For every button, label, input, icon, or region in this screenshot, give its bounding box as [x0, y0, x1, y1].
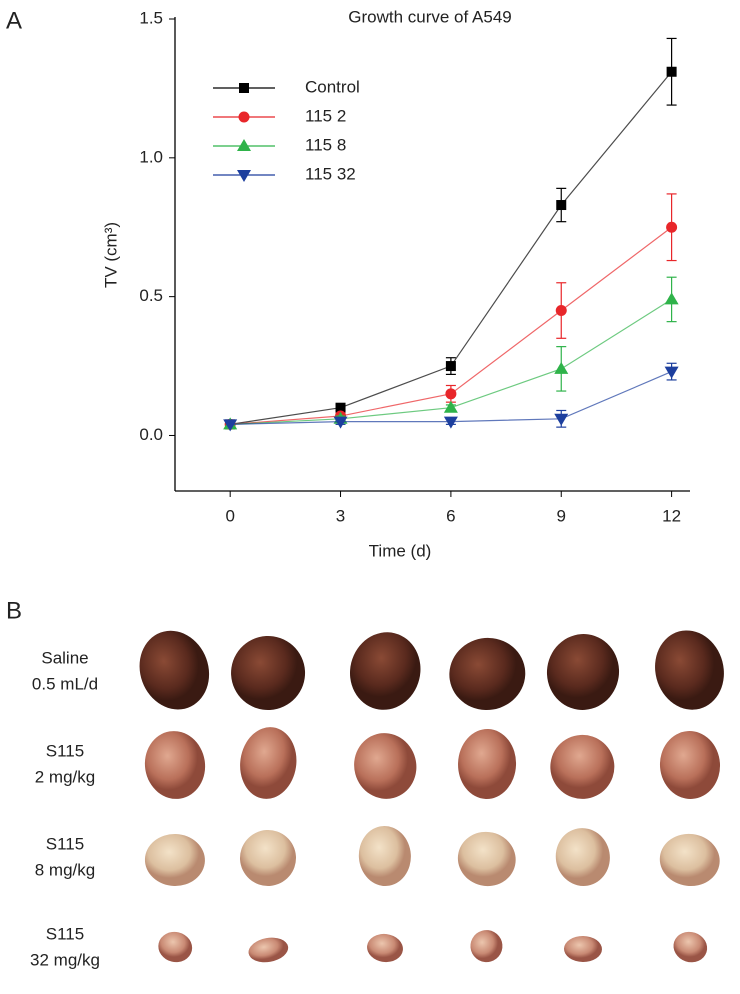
y-tick-label: 0.5 — [139, 286, 163, 305]
marker — [554, 413, 569, 426]
row-label: 2 mg/kg — [35, 767, 95, 786]
marker — [666, 221, 678, 233]
legend-label: Control — [305, 77, 360, 96]
marker — [554, 361, 569, 374]
marker — [443, 416, 458, 429]
marker — [664, 366, 679, 379]
marker — [335, 402, 346, 413]
x-tick-label: 0 — [225, 506, 234, 525]
tumor — [659, 731, 721, 799]
chart-title: Growth curve of A549 — [348, 7, 511, 26]
tumor — [358, 826, 411, 886]
y-tick-label: 1.5 — [139, 8, 163, 27]
x-tick-label: 12 — [662, 506, 681, 525]
marker — [445, 361, 456, 372]
legend-label: 115 2 — [305, 106, 346, 125]
row-label: S115 — [46, 924, 84, 943]
tumor — [563, 935, 602, 963]
row-label: S115 — [46, 741, 84, 760]
x-tick-label: 3 — [336, 506, 345, 525]
tumor — [470, 930, 503, 963]
y-tick-label: 0.0 — [139, 425, 163, 444]
tumor — [349, 632, 421, 710]
tumor — [659, 833, 720, 887]
tumor — [158, 931, 193, 963]
tumor — [550, 734, 615, 799]
tumor — [546, 634, 620, 710]
row-label: 8 mg/kg — [35, 860, 95, 879]
tumor — [231, 635, 306, 710]
tumor — [354, 733, 417, 799]
marker — [333, 416, 348, 429]
x-tick-label: 6 — [446, 506, 455, 525]
tumor — [240, 830, 296, 886]
tumor — [144, 833, 205, 887]
marker — [666, 66, 677, 77]
tumor — [139, 630, 210, 710]
marker — [443, 400, 458, 413]
row-label: 0.5 mL/d — [32, 674, 98, 693]
tumor — [673, 931, 708, 963]
tumor — [248, 937, 289, 963]
marker — [445, 388, 457, 400]
row-label: S115 — [46, 834, 84, 853]
tumor — [240, 727, 297, 799]
legend-marker — [237, 139, 251, 151]
tumor — [144, 731, 206, 799]
tumor — [655, 630, 724, 710]
panel-label: A — [6, 7, 22, 34]
marker — [556, 200, 567, 211]
tumor-photo: Saline 0.5 mL/d S115 2 mg/kg S115 8 mg/kg S115… — [30, 630, 724, 969]
marker — [223, 419, 238, 432]
x-tick-label: 9 — [557, 506, 566, 525]
panel-label: B — [6, 597, 22, 624]
y-tick-label: 1.0 — [139, 147, 163, 166]
legend-label: 115 8 — [305, 135, 346, 154]
legend-marker — [237, 170, 251, 182]
tumor — [458, 729, 517, 799]
tumor — [457, 831, 516, 887]
marker — [664, 292, 679, 305]
legend-label: 115 32 — [305, 164, 356, 183]
tumor — [555, 828, 610, 886]
legend-marker — [238, 111, 250, 123]
row-label: Saline — [41, 648, 88, 667]
marker — [555, 305, 567, 317]
x-axis-label: Time (d) — [369, 541, 432, 560]
legend-marker — [239, 83, 249, 93]
y-axis-label: TV (cm³) — [101, 222, 120, 288]
tumor — [449, 637, 526, 711]
row-label: 32 mg/kg — [30, 950, 100, 969]
tumor — [367, 933, 403, 963]
